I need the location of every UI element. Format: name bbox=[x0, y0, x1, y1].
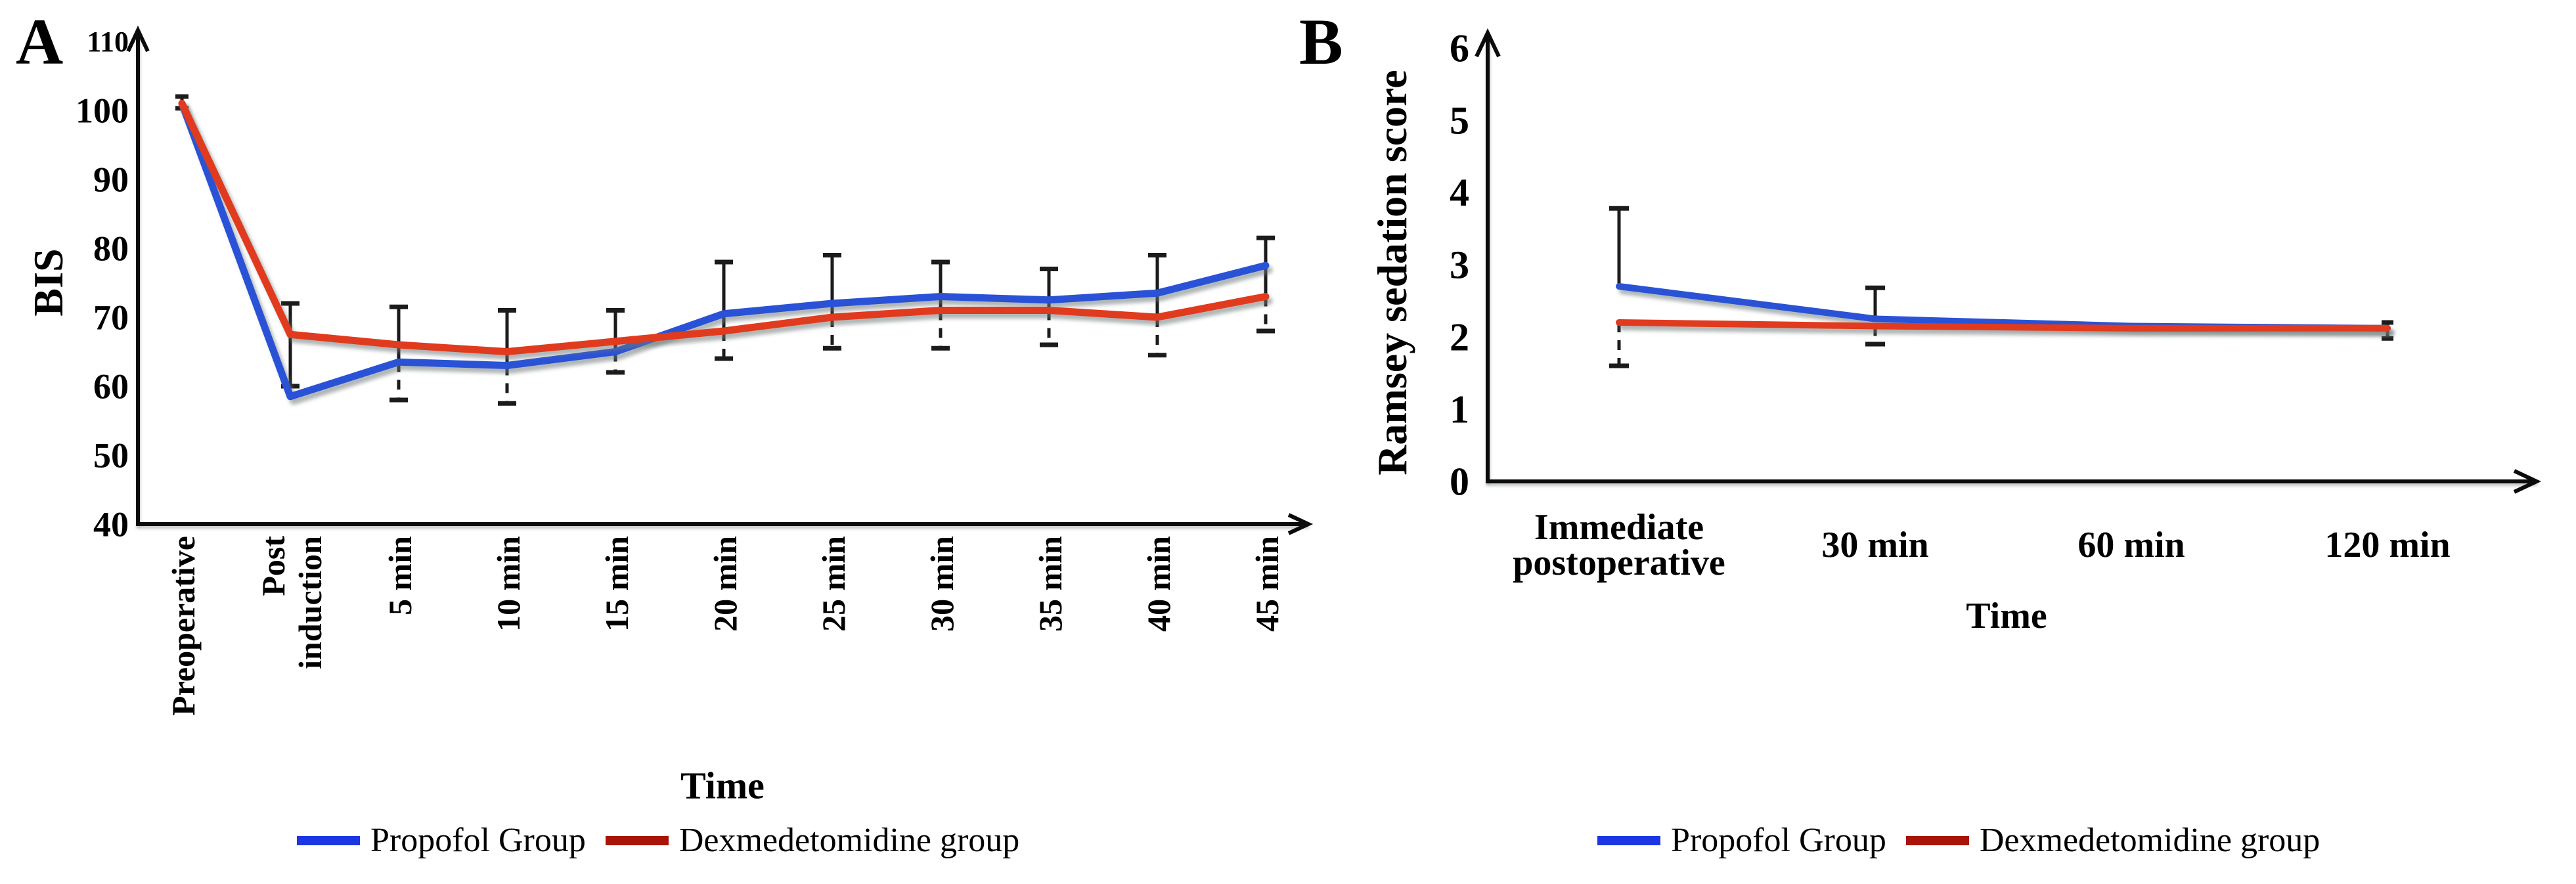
panel-a-ytick-40: 40 bbox=[93, 504, 129, 544]
panel-a-ytick-100: 100 bbox=[76, 91, 129, 130]
panel-a-y-axis-title: BIS bbox=[25, 248, 72, 317]
panel-b-series-line-dexmedetomidine bbox=[1616, 319, 2391, 332]
panel-a-category-label-10: 45 min bbox=[1249, 536, 1285, 632]
panel-a-ytick-60: 60 bbox=[93, 366, 129, 406]
panel-b-ytick-2: 2 bbox=[1450, 315, 1469, 359]
panel-a-category-label-0: Preoperative bbox=[165, 536, 202, 716]
panel-b-x-axis-arrow-icon bbox=[2513, 469, 2542, 494]
panel-a-category-label-4: 15 min bbox=[598, 536, 635, 632]
panel-a-ytick-90: 90 bbox=[93, 160, 129, 199]
panel-a-category-label-1: induction bbox=[292, 536, 328, 669]
panel-b-y-axis-arrow-icon bbox=[1475, 28, 1501, 58]
panel-a-category-label-9: 40 min bbox=[1140, 536, 1177, 632]
panel-b-label: B bbox=[1299, 5, 1343, 78]
panel-b-category-label-0: postoperative bbox=[1513, 542, 1725, 583]
legend-label-propofol: Propofol Group bbox=[1671, 822, 1886, 859]
legend-label-dexmedetomidine: Dexmedetomidine group bbox=[678, 822, 1020, 859]
panel-a-legend: Propofol Group Dexmedetomidine group bbox=[297, 821, 1019, 860]
legend-swatch-propofol bbox=[297, 835, 360, 845]
panel-b-category-label-0: Immediate bbox=[1534, 507, 1704, 548]
panel-b-error-bar-1 bbox=[1865, 285, 1885, 347]
legend-label-dexmedetomidine: Dexmedetomidine group bbox=[1979, 822, 2321, 859]
panel-a-error-bar-2 bbox=[389, 304, 408, 403]
panel-b-category-label-3: 120 min bbox=[2324, 525, 2450, 565]
panel-a-category-label-2: 5 min bbox=[382, 536, 418, 615]
panel-b-x-axis-title: Time bbox=[1966, 596, 2047, 636]
panel-b-category-label-2: 60 min bbox=[2077, 525, 2185, 565]
panel-b-error-bar-0 bbox=[1609, 206, 1629, 368]
panel-b-ytick-6: 6 bbox=[1450, 26, 1469, 70]
panel-a-y-axis-arrow-icon bbox=[126, 25, 150, 53]
panel-a-category-label-8: 35 min bbox=[1032, 536, 1069, 632]
panel-a-plot: 40 50 60 70 80 90 100 110 Preoperative Post induct… bbox=[76, 25, 1314, 716]
panel-a-category-label-1: Post bbox=[255, 536, 292, 596]
panel-b-ytick-1: 1 bbox=[1450, 387, 1469, 431]
panel-a-ytick-50: 50 bbox=[93, 435, 129, 475]
panel-a-error-bar-7 bbox=[931, 259, 950, 351]
panel-a-category-label-7: 30 min bbox=[923, 536, 960, 632]
panel-a-ytick-70: 70 bbox=[93, 298, 129, 337]
panel-a-ytick-80: 80 bbox=[93, 229, 129, 268]
panel-a-series-line-propofol bbox=[178, 100, 1270, 401]
panel-b-category-label-1: 30 min bbox=[1821, 525, 1928, 565]
panel-a-label: A bbox=[16, 5, 64, 78]
panel-a-error-bar-9 bbox=[1148, 253, 1166, 358]
panel-b-ytick-3: 3 bbox=[1450, 243, 1469, 286]
panel-a-category-label-3: 10 min bbox=[490, 536, 527, 632]
panel-a-error-bar-5 bbox=[715, 259, 733, 361]
panel-a-x-axis-title: Time bbox=[680, 764, 765, 807]
panel-b-legend: Propofol Group Dexmedetomidine group bbox=[1597, 821, 2320, 860]
legend-swatch-dexmedetomidine bbox=[605, 835, 669, 845]
panel-a-error-bar-10 bbox=[1256, 235, 1275, 334]
panel-a-category-label-5: 20 min bbox=[707, 536, 744, 632]
legend-label-propofol: Propofol Group bbox=[370, 822, 586, 859]
panel-b-y-axis-title: Ramsey sedation score bbox=[1369, 70, 1415, 475]
panel-a-ytick-110: 110 bbox=[87, 26, 129, 58]
legend-swatch-propofol bbox=[1597, 835, 1660, 845]
legend-swatch-dexmedetomidine bbox=[1905, 835, 1969, 845]
panel-a-series-line-dexmedetomidine bbox=[178, 100, 1270, 355]
panel-a-category-label-6: 25 min bbox=[815, 536, 852, 632]
panel-b-ytick-5: 5 bbox=[1450, 99, 1469, 142]
panel-a-x-axis-arrow-icon bbox=[1287, 513, 1314, 535]
panel-a-error-bar-3 bbox=[498, 308, 516, 406]
panel-b-ytick-0: 0 bbox=[1450, 460, 1469, 503]
panel-b-ytick-4: 4 bbox=[1450, 171, 1469, 214]
